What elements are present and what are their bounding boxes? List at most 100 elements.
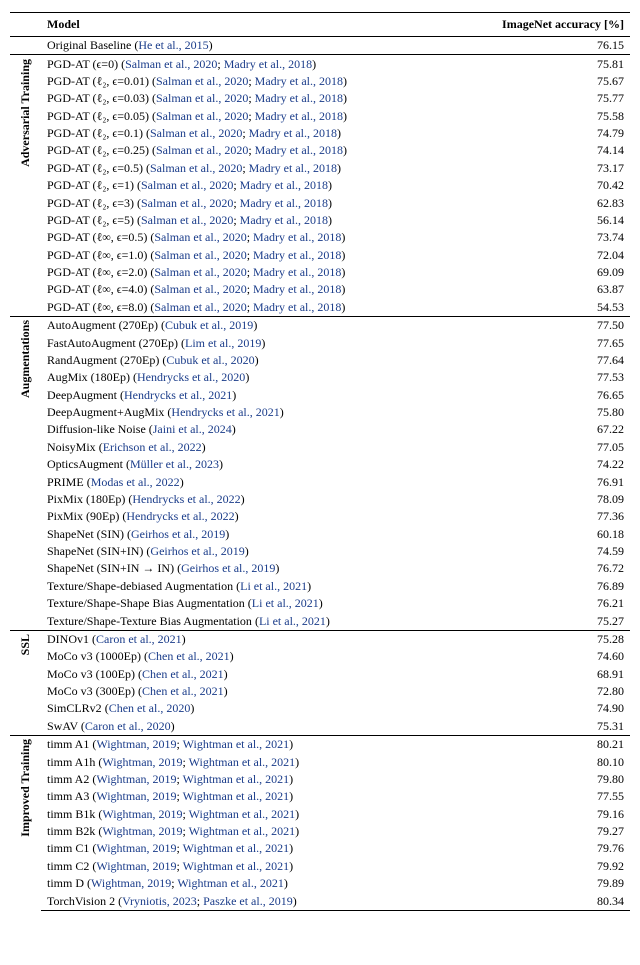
citation-link[interactable]: Salman et al., 2020 xyxy=(156,143,248,157)
citation-link[interactable]: Vryniotis, 2023 xyxy=(122,894,197,908)
col-model: Model xyxy=(41,13,453,37)
citation-link[interactable]: Wightman, 2019 xyxy=(102,824,182,838)
citation-link[interactable]: Hendrycks et al., 2022 xyxy=(132,492,240,506)
citation-link[interactable]: Madry et al., 2018 xyxy=(255,109,343,123)
citation-link[interactable]: Salman et al., 2020 xyxy=(150,126,242,140)
citation-link[interactable]: Lim et al., 2019 xyxy=(185,336,261,350)
citation-link[interactable]: Salman et al., 2020 xyxy=(141,213,233,227)
model-name: PGD-AT (ℓ₂, ϵ=5) xyxy=(47,213,137,227)
accuracy-value: 76.65 xyxy=(453,387,630,404)
model-cell: AutoAugment (270Ep) (Cubuk et al., 2019) xyxy=(41,317,453,335)
citation-link[interactable]: Wightman et al., 2021 xyxy=(177,876,284,890)
citation-link[interactable]: Paszke et al., 2019 xyxy=(203,894,293,908)
citation-link[interactable]: Salman et al., 2020 xyxy=(141,178,233,192)
citation-link[interactable]: Hendrycks et al., 2020 xyxy=(137,370,245,384)
model-name: PGD-AT (ℓ₂, ϵ=0.25) xyxy=(47,143,152,157)
citation-link[interactable]: Salman et al., 2020 xyxy=(156,109,248,123)
citation-link[interactable]: Wightman et al., 2021 xyxy=(189,824,296,838)
citation-link[interactable]: Salman et al., 2020 xyxy=(150,161,242,175)
citation-link[interactable]: Madry et al., 2018 xyxy=(249,126,337,140)
citation-link[interactable]: Wightman et al., 2021 xyxy=(189,807,296,821)
citation-link[interactable]: Salman et al., 2020 xyxy=(154,300,246,314)
citation-link[interactable]: Cubuk et al., 2019 xyxy=(165,318,253,332)
citation-link[interactable]: Madry et al., 2018 xyxy=(255,74,343,88)
accuracy-value: 75.31 xyxy=(453,718,630,736)
accuracy-value: 68.91 xyxy=(453,666,630,683)
accuracy-value: 72.80 xyxy=(453,683,630,700)
citation-link[interactable]: Salman et al., 2020 xyxy=(154,265,246,279)
model-name: Original Baseline xyxy=(47,38,134,52)
citation-link[interactable]: Madry et al., 2018 xyxy=(240,196,328,210)
citation-link[interactable]: Geirhos et al., 2019 xyxy=(150,544,244,558)
citation-link[interactable]: Madry et al., 2018 xyxy=(255,91,343,105)
citation-link[interactable]: Salman et al., 2020 xyxy=(154,282,246,296)
model-cell: timm B2k (Wightman, 2019; Wightman et al… xyxy=(41,823,453,840)
citation-link[interactable]: Wightman et al., 2021 xyxy=(183,737,290,751)
model-name: Texture/Shape-Shape Bias Augmentation xyxy=(47,596,248,610)
citation-link[interactable]: Caron et al., 2021 xyxy=(96,632,182,646)
citation-link[interactable]: Wightman, 2019 xyxy=(96,737,176,751)
citation-link[interactable]: Chen et al., 2020 xyxy=(109,701,191,715)
citation-link[interactable]: Li et al., 2021 xyxy=(252,596,319,610)
model-cell: DeepAugment (Hendrycks et al., 2021) xyxy=(41,387,453,404)
accuracy-value: 76.72 xyxy=(453,560,630,577)
model-name: FastAutoAugment (270Ep) xyxy=(47,336,181,350)
citation-link[interactable]: Wightman, 2019 xyxy=(96,841,176,855)
citation-link[interactable]: Madry et al., 2018 xyxy=(224,57,312,71)
citation-link[interactable]: Madry et al., 2018 xyxy=(253,282,341,296)
citation-link[interactable]: Chen et al., 2021 xyxy=(148,649,230,663)
citation-link[interactable]: Salman et al., 2020 xyxy=(141,196,233,210)
citation-link[interactable]: Madry et al., 2018 xyxy=(253,265,341,279)
citation-link[interactable]: Erichson et al., 2022 xyxy=(103,440,202,454)
citation-link[interactable]: Madry et al., 2018 xyxy=(249,161,337,175)
model-cell: PGD-AT (ℓ∞, ϵ=1.0) (Salman et al., 2020;… xyxy=(41,247,453,264)
citation-link[interactable]: Wightman et al., 2021 xyxy=(183,789,290,803)
citation-link[interactable]: Madry et al., 2018 xyxy=(240,213,328,227)
citation-link[interactable]: Chen et al., 2021 xyxy=(142,667,224,681)
citation-link[interactable]: Salman et al., 2020 xyxy=(156,91,248,105)
accuracy-value: 77.64 xyxy=(453,352,630,369)
citation-link[interactable]: Wightman, 2019 xyxy=(96,772,176,786)
citation-link[interactable]: Wightman, 2019 xyxy=(102,807,182,821)
citation-link[interactable]: Li et al., 2021 xyxy=(259,614,326,628)
citation-link[interactable]: Wightman, 2019 xyxy=(102,755,182,769)
citation-link[interactable]: Salman et al., 2020 xyxy=(125,57,217,71)
citation-link[interactable]: Chen et al., 2021 xyxy=(142,684,224,698)
citation-link[interactable]: He et al., 2015 xyxy=(138,38,208,52)
citation-link[interactable]: Hendrycks et al., 2022 xyxy=(126,509,234,523)
model-cell: timm A2 (Wightman, 2019; Wightman et al.… xyxy=(41,771,453,788)
model-name: PGD-AT (ϵ=0) xyxy=(47,57,121,71)
citation-link[interactable]: Wightman, 2019 xyxy=(91,876,171,890)
citation-link[interactable]: Hendrycks et al., 2021 xyxy=(124,388,232,402)
model-name: NoisyMix xyxy=(47,440,99,454)
citation-link[interactable]: Salman et al., 2020 xyxy=(156,74,248,88)
model-cell: PGD-AT (ℓ₂, ϵ=3) (Salman et al., 2020; M… xyxy=(41,194,453,211)
citation-link[interactable]: Caron et al., 2020 xyxy=(85,719,171,733)
citation-link[interactable]: Wightman, 2019 xyxy=(96,789,176,803)
citation-link[interactable]: Wightman et al., 2021 xyxy=(183,772,290,786)
citation-link[interactable]: Wightman et al., 2021 xyxy=(183,859,290,873)
citation-link[interactable]: Li et al., 2021 xyxy=(240,579,307,593)
model-name: PRIME xyxy=(47,475,87,489)
group-label: Improved Training xyxy=(10,736,41,911)
citation-link[interactable]: Hendrycks et al., 2021 xyxy=(171,405,279,419)
group-label-text: SSL xyxy=(16,632,35,657)
citation-link[interactable]: Salman et al., 2020 xyxy=(154,248,246,262)
citation-link[interactable]: Modas et al., 2022 xyxy=(91,475,180,489)
citation-link[interactable]: Madry et al., 2018 xyxy=(240,178,328,192)
citation-link[interactable]: Cubuk et al., 2020 xyxy=(166,353,254,367)
citation-link[interactable]: Madry et al., 2018 xyxy=(255,143,343,157)
citation-link[interactable]: Madry et al., 2018 xyxy=(253,230,341,244)
citation-link[interactable]: Geirhos et al., 2019 xyxy=(131,527,225,541)
citation-link[interactable]: Wightman et al., 2021 xyxy=(189,755,296,769)
accuracy-value: 63.87 xyxy=(453,281,630,298)
citation-link[interactable]: Madry et al., 2018 xyxy=(253,248,341,262)
citation-link[interactable]: Geirhos et al., 2019 xyxy=(181,561,275,575)
citation-link[interactable]: Wightman, 2019 xyxy=(96,859,176,873)
citation-link[interactable]: Madry et al., 2018 xyxy=(253,300,341,314)
accuracy-value: 75.28 xyxy=(453,630,630,648)
citation-link[interactable]: Salman et al., 2020 xyxy=(154,230,246,244)
citation-link[interactable]: Wightman et al., 2021 xyxy=(183,841,290,855)
citation-link[interactable]: Müller et al., 2023 xyxy=(130,457,219,471)
citation-link[interactable]: Jaini et al., 2024 xyxy=(153,422,232,436)
